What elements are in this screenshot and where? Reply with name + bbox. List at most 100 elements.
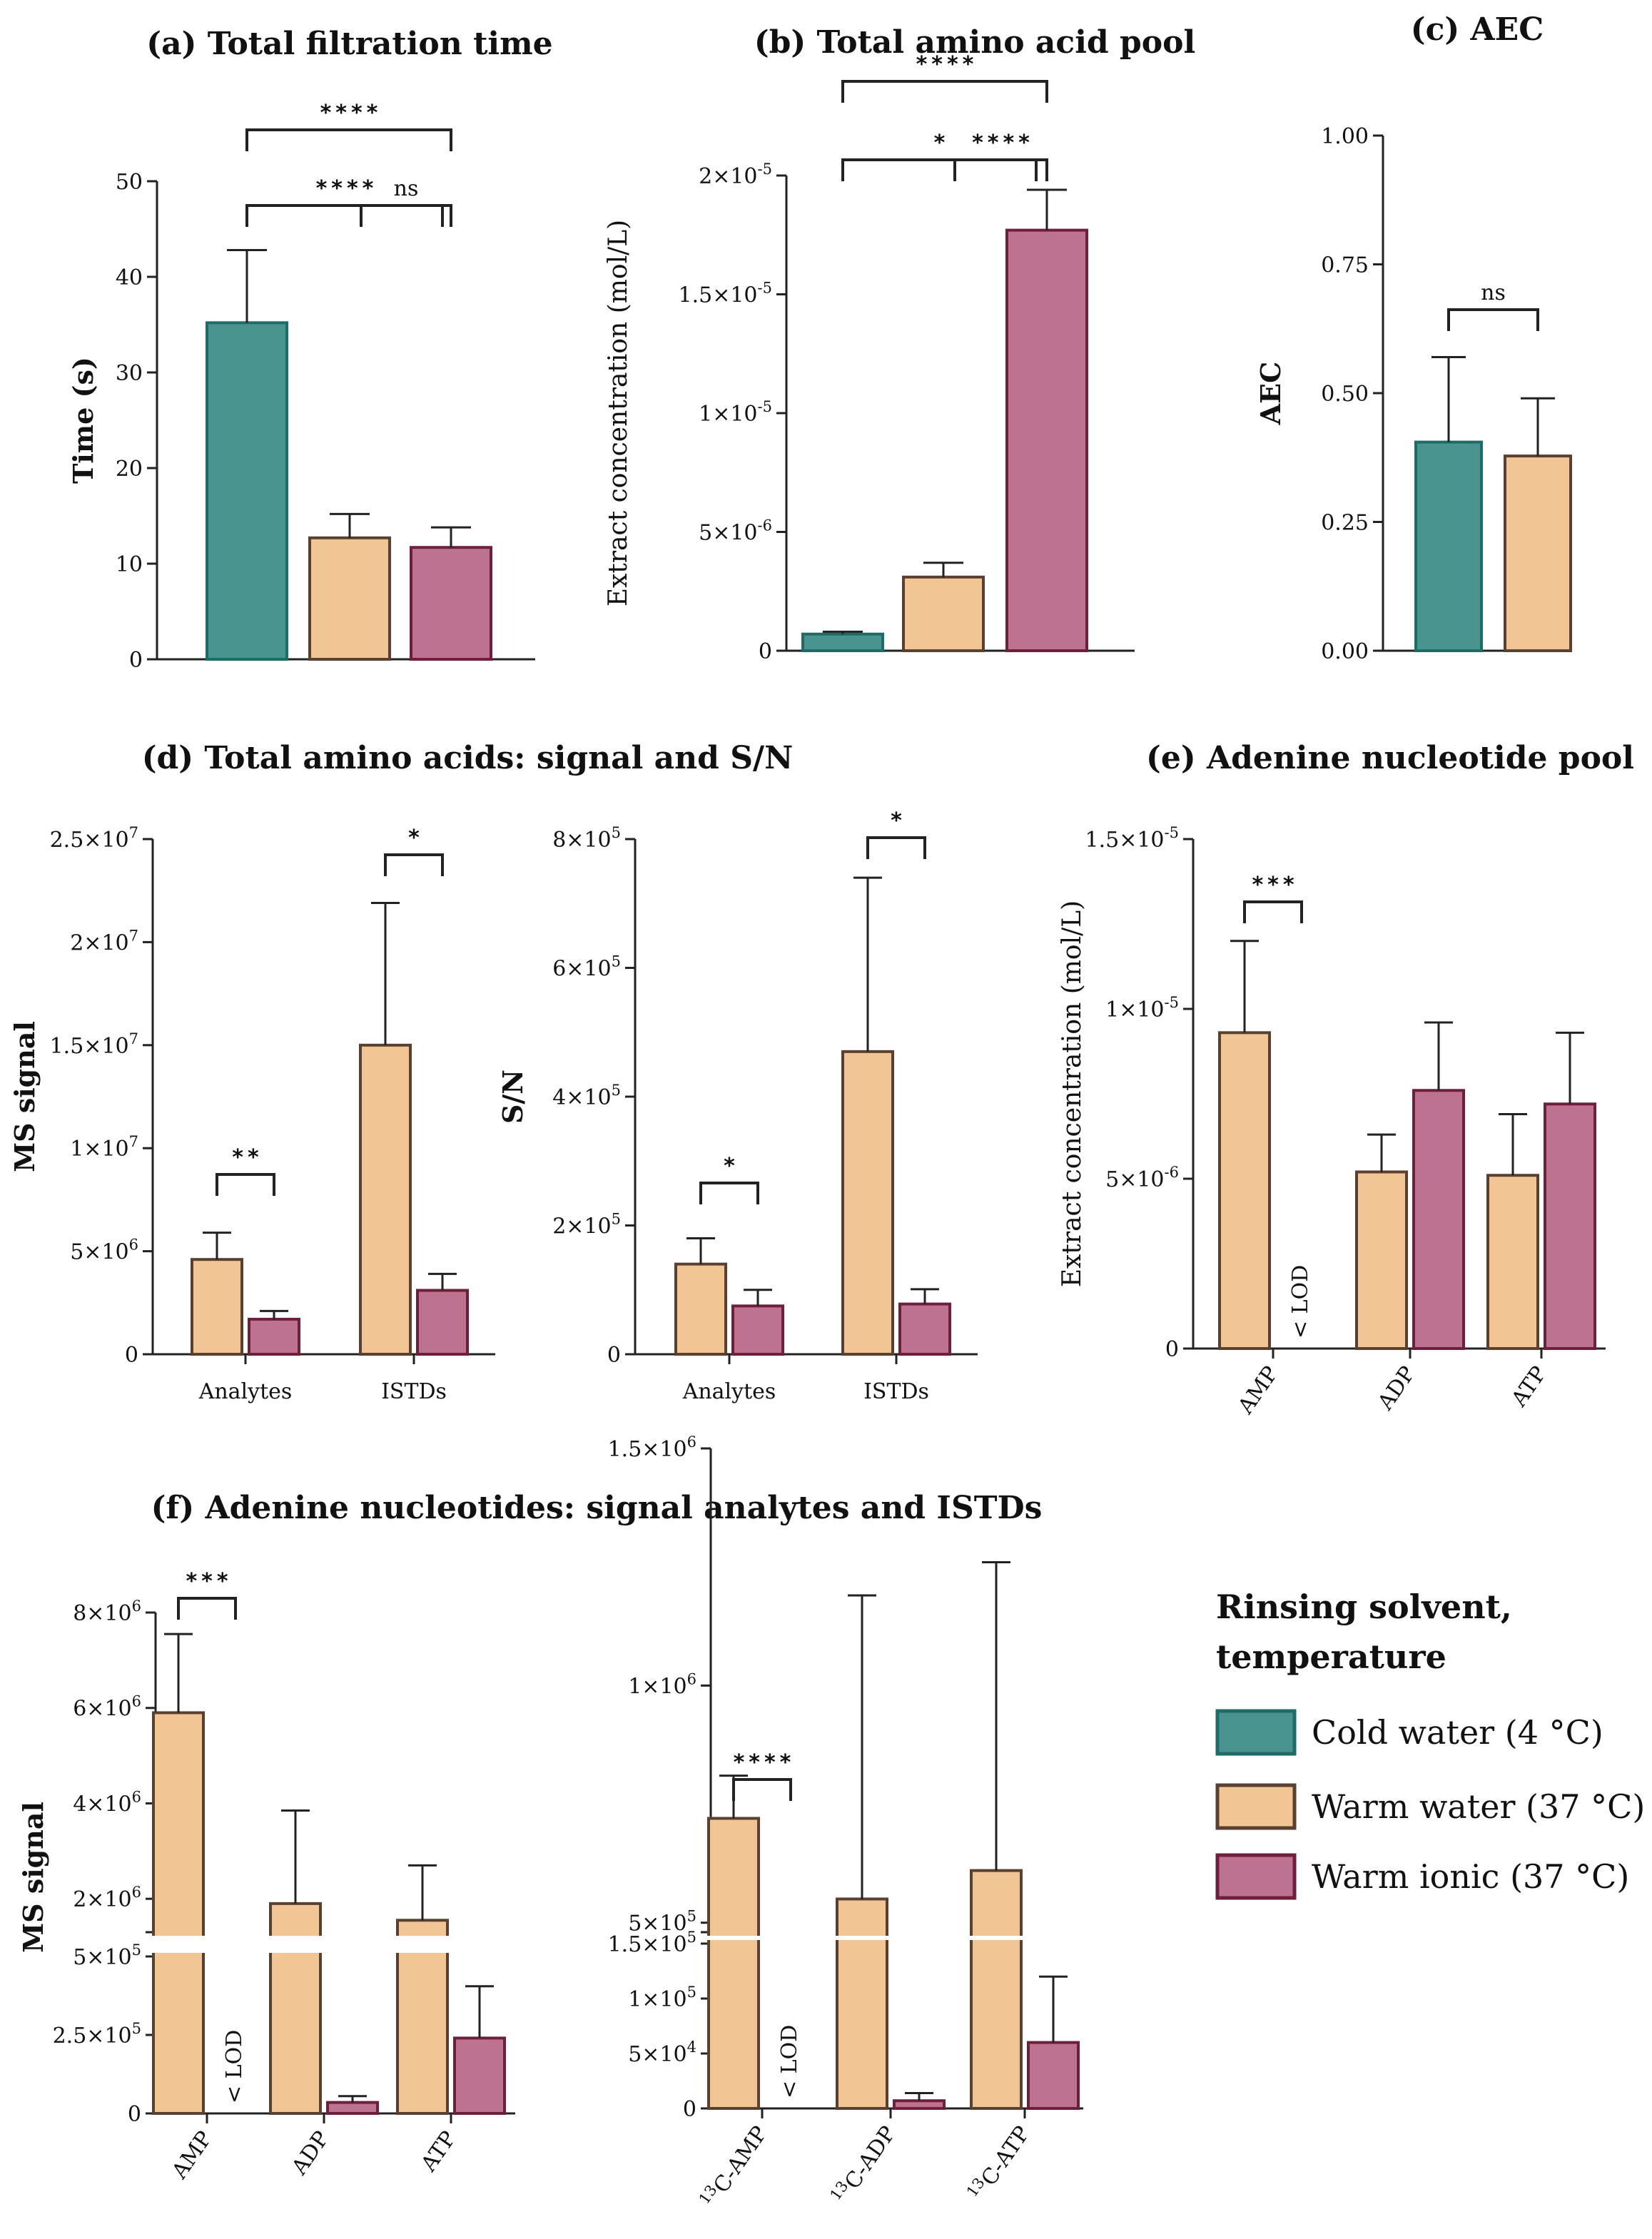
y-tick-label: 40 (116, 265, 143, 290)
significance-bracket (1447, 308, 1539, 331)
y-tick-label: 0 (607, 1343, 621, 1368)
y-tick-label: 5×106 (70, 1237, 138, 1265)
significance-bracket (866, 836, 926, 859)
panel-e-plot: 0 5×10-6 1×10-5 1.5×10-5 Extract concentrati… (1058, 824, 1606, 1419)
bar-1 (308, 536, 391, 661)
legend-label: Warm ionic (37 °C) (1312, 1857, 1629, 1896)
significance-label: **** (734, 1750, 796, 1775)
bar-1-1 (1412, 1089, 1465, 1350)
axis-break-gap (144, 1936, 518, 1953)
y-tick-label: 0.00 (1321, 639, 1369, 664)
bar-0-1 (731, 1304, 784, 1356)
panel-title: (d) Total amino acids: signal and S/N (142, 740, 794, 776)
bar-1 (902, 575, 985, 653)
y-tick-label: 0 (129, 648, 143, 673)
y-tick-label: 1×10-5 (1105, 994, 1179, 1022)
bar-2-1 (1544, 1102, 1596, 1351)
significance-bracket (732, 1778, 792, 1801)
bar-0 (1414, 440, 1483, 653)
bar-0-0 (191, 1258, 243, 1356)
y-tick-label: 2.5×105 (53, 2020, 141, 2048)
y-tick-label: 20 (116, 457, 143, 482)
y-tick-label: 0 (125, 1343, 138, 1368)
x-tick-label: ISTDs (381, 1379, 447, 1404)
y-axis-label: MS signal (17, 1802, 49, 1953)
y-tick-label: 1×107 (70, 1133, 138, 1162)
y-tick-label: 1×10-5 (699, 398, 772, 427)
y-tick-label: 0 (683, 2097, 696, 2122)
x-tick-label: Analytes (682, 1379, 776, 1404)
x-tick-label: Analytes (198, 1379, 293, 1404)
bar-0-0 (152, 1711, 205, 2116)
bar-2-0 (970, 1869, 1023, 2110)
y-axis-label: Time (s) (67, 357, 99, 484)
bar-0 (206, 321, 288, 661)
bar-0 (801, 632, 884, 653)
significance-label: **** (320, 101, 382, 126)
panel-d-signal: 0 5×106 1×107 1.5×107 2×107 2.5×107 MS signal A… (9, 824, 495, 1404)
y-tick-label: 1×105 (628, 1984, 696, 2012)
y-tick-label: 1.5×10-5 (1085, 824, 1180, 853)
panel-e: (e) Adenine nucleotide pool 0 5×10-6 1×10-5… (1058, 740, 1634, 1419)
significance-bracket (1243, 900, 1303, 923)
panel-d-sn: 0 2×105 4×105 6×105 8×105 S/N Analytes ISTDs * * (497, 808, 978, 1404)
axis-break-gap (699, 1936, 1086, 1940)
y-tick-label: 8×105 (552, 824, 621, 853)
significance-label: **** (316, 176, 378, 201)
y-tick-label: 4×105 (552, 1082, 621, 1110)
legend-swatch (1215, 1853, 1297, 1900)
significance-label: *** (186, 1569, 232, 1594)
y-tick-label: 2×105 (552, 1211, 621, 1239)
bar-1-0 (359, 1043, 412, 1356)
y-tick-label: 1.5×105 (608, 1929, 696, 1957)
y-tick-label: 6×105 (552, 953, 621, 982)
y-tick-label: 1.00 (1321, 124, 1369, 149)
bar-1-1 (898, 1302, 951, 1356)
panel-title: (c) AEC (1411, 11, 1544, 48)
y-tick-label: 0.25 (1321, 511, 1369, 536)
y-tick-label: 5×10-6 (699, 517, 772, 546)
legend-label: Warm water (37 °C) (1312, 1787, 1645, 1826)
significance-label: * (408, 826, 424, 851)
bar-0-0 (674, 1262, 727, 1356)
panel-d: (d) Total amino acids: signal and S/N 0 5×… (9, 740, 978, 1404)
legend-title: temperature (1216, 1638, 1446, 1676)
significance-bracket (245, 128, 452, 151)
y-tick-label: 2×10-5 (699, 161, 772, 189)
significance-label: **** (916, 52, 978, 77)
significance-label: * (891, 808, 906, 833)
y-tick-label: 0.75 (1321, 253, 1369, 278)
x-tick-label: ISTDs (863, 1379, 929, 1404)
significance-bracket (360, 204, 452, 227)
significance-label: ** (232, 1145, 263, 1170)
significance-bracket (841, 80, 1048, 103)
significance-label: * (934, 131, 950, 156)
y-tick-label: 8×106 (73, 1598, 141, 1626)
bar-2 (1005, 228, 1088, 652)
significance-bracket (177, 1597, 237, 1620)
y-tick-label: 0 (128, 2102, 141, 2127)
panel-c: (c) AEC 0.00 0.25 0.50 0.75 1.00 AEC ns (1255, 11, 1572, 664)
y-tick-label: 10 (116, 552, 143, 577)
panel-a: (a) Total filtration time 0 10 20 30 40 50 Time… (67, 26, 553, 673)
bar-2 (410, 546, 492, 661)
y-tick-label: 4×106 (73, 1788, 141, 1817)
bar-0-0 (1218, 1031, 1271, 1350)
bar-1-1 (893, 2099, 946, 2110)
bar-1-1 (416, 1289, 469, 1356)
significance-label: ns (394, 176, 419, 201)
panel-title: (f) Adenine nucleotides: signal analytes… (151, 1490, 1043, 1526)
y-tick-label: 5×105 (73, 1941, 141, 1970)
y-axis-label: MS signal (9, 1021, 41, 1172)
y-axis-label: S/N (497, 1070, 529, 1124)
legend-title: Rinsing solvent, (1216, 1588, 1512, 1626)
legend-label: Cold water (4 °C) (1312, 1713, 1603, 1752)
significance-bracket (216, 1173, 275, 1196)
y-tick-label: 0.50 (1321, 382, 1369, 407)
bar-2-0 (1486, 1174, 1539, 1350)
bar-0-0 (707, 1817, 760, 2111)
significance-bracket (245, 204, 444, 227)
y-tick-label: 2.5×107 (50, 824, 138, 853)
y-tick-label: 1.5×106 (608, 1433, 696, 1462)
